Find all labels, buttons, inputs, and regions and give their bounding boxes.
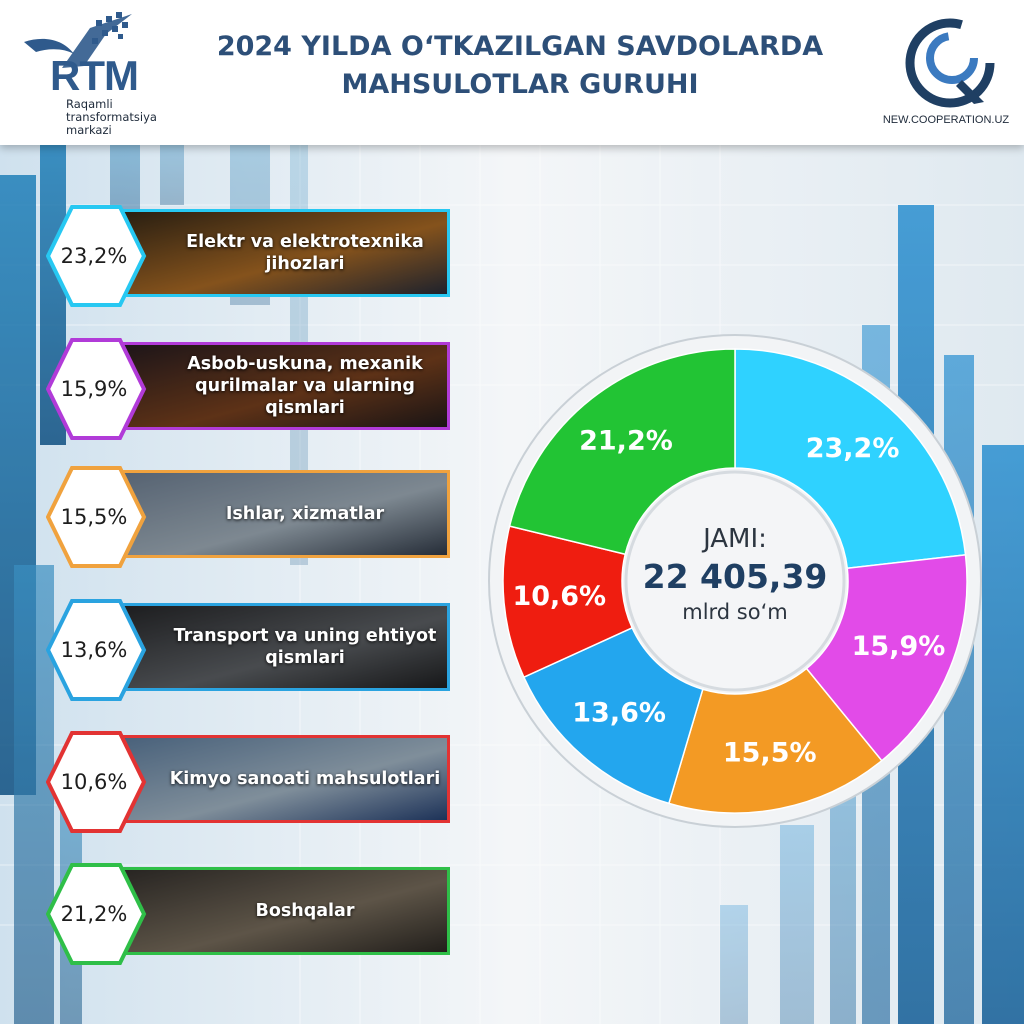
donut-center <box>624 470 846 692</box>
donut-slice <box>734 348 967 570</box>
new-cooperation-caption: NEW.COOPERATION.UZ <box>882 114 1010 126</box>
category-photo-icon <box>117 212 447 294</box>
category-photo-icon <box>117 738 447 820</box>
category-card: Elektr va elektrotexnika jihozlari 23,2% <box>46 203 466 309</box>
donut-slice <box>508 348 736 556</box>
category-percent: 23,2% <box>60 244 128 268</box>
category-label: Elektr va elektrotexnika jihozlari <box>186 232 424 274</box>
category-card: Asbob-uskuna, mexanik qurilmalar va ular… <box>46 336 466 442</box>
header: RTM Raqamli transformatsiya markazi 2024… <box>0 0 1024 145</box>
rtm-logo-icon <box>24 12 132 68</box>
category-card: Boshqalar 21,2% <box>46 861 466 967</box>
category-banner: Kimyo sanoati mahsulotlari <box>114 735 450 823</box>
category-card: Kimyo sanoati mahsulotlari 10,6% <box>46 729 466 835</box>
hexagon-badge-icon <box>46 863 147 965</box>
hexagon-badge-icon <box>46 466 147 568</box>
donut-slice-label: 15,9% <box>852 631 946 662</box>
total-label: JAMI: <box>703 524 767 554</box>
rtm-brand-text: RTM <box>50 52 139 99</box>
hexagon-badge-icon <box>46 205 147 307</box>
category-percent: 15,9% <box>60 377 128 401</box>
donut-slice <box>805 553 968 762</box>
donut-slice-label: 15,5% <box>723 738 817 769</box>
category-banner: Boshqalar <box>114 867 450 955</box>
category-percent: 15,5% <box>60 505 128 529</box>
category-label: Kimyo sanoati mahsulotlari <box>169 769 441 789</box>
donut-slice <box>667 667 883 814</box>
category-photo-icon <box>117 606 447 688</box>
category-banner: Asbob-uskuna, mexanik qurilmalar va ular… <box>114 342 450 430</box>
category-label: Ishlar, xizmatlar <box>225 504 385 524</box>
category-card: Ishlar, xizmatlar 15,5% <box>46 464 466 570</box>
category-label: Transport va uning ehtiyot qismlari <box>173 626 437 668</box>
total-unit: mlrd so‘m <box>682 600 788 624</box>
category-card: Transport va uning ehtiyot qismlari 13,6% <box>46 597 466 703</box>
total-value: 22 405,39 <box>642 557 828 596</box>
category-banner: Transport va uning ehtiyot qismlari <box>114 603 450 691</box>
category-banner: Elektr va elektrotexnika jihozlari <box>114 209 450 297</box>
page-title: 2024 YILDA O‘TKAZILGAN SAVDOLARDA MAHSUL… <box>216 31 824 100</box>
donut-slice-label: 23,2% <box>806 433 900 464</box>
category-label: Boshqalar <box>255 901 355 921</box>
hexagon-badge-icon <box>46 338 147 440</box>
new-cooperation-logo-icon <box>905 18 995 108</box>
category-percent: 10,6% <box>60 770 128 794</box>
donut-slice-label: 13,6% <box>572 698 666 729</box>
rtm-subtitle: Raqamli transformatsiya markazi <box>66 97 157 137</box>
category-banner: Ishlar, xizmatlar <box>114 470 450 558</box>
hexagon-badge-icon <box>46 599 147 701</box>
chart-center-label: JAMI: 22 405,39 mlrd so‘m <box>620 523 850 625</box>
donut-slice-label: 21,2% <box>579 426 673 457</box>
category-photo-icon <box>117 870 447 952</box>
category-photo-icon <box>117 473 447 555</box>
hexagon-badge-icon <box>46 731 147 833</box>
category-percent: 13,6% <box>60 638 128 662</box>
category-label: Asbob-uskuna, mexanik qurilmalar va ular… <box>187 354 423 418</box>
category-percent: 21,2% <box>60 902 128 926</box>
donut-slice <box>522 626 704 805</box>
category-photo-icon <box>117 345 447 427</box>
donut-slice-label: 10,6% <box>512 581 606 612</box>
